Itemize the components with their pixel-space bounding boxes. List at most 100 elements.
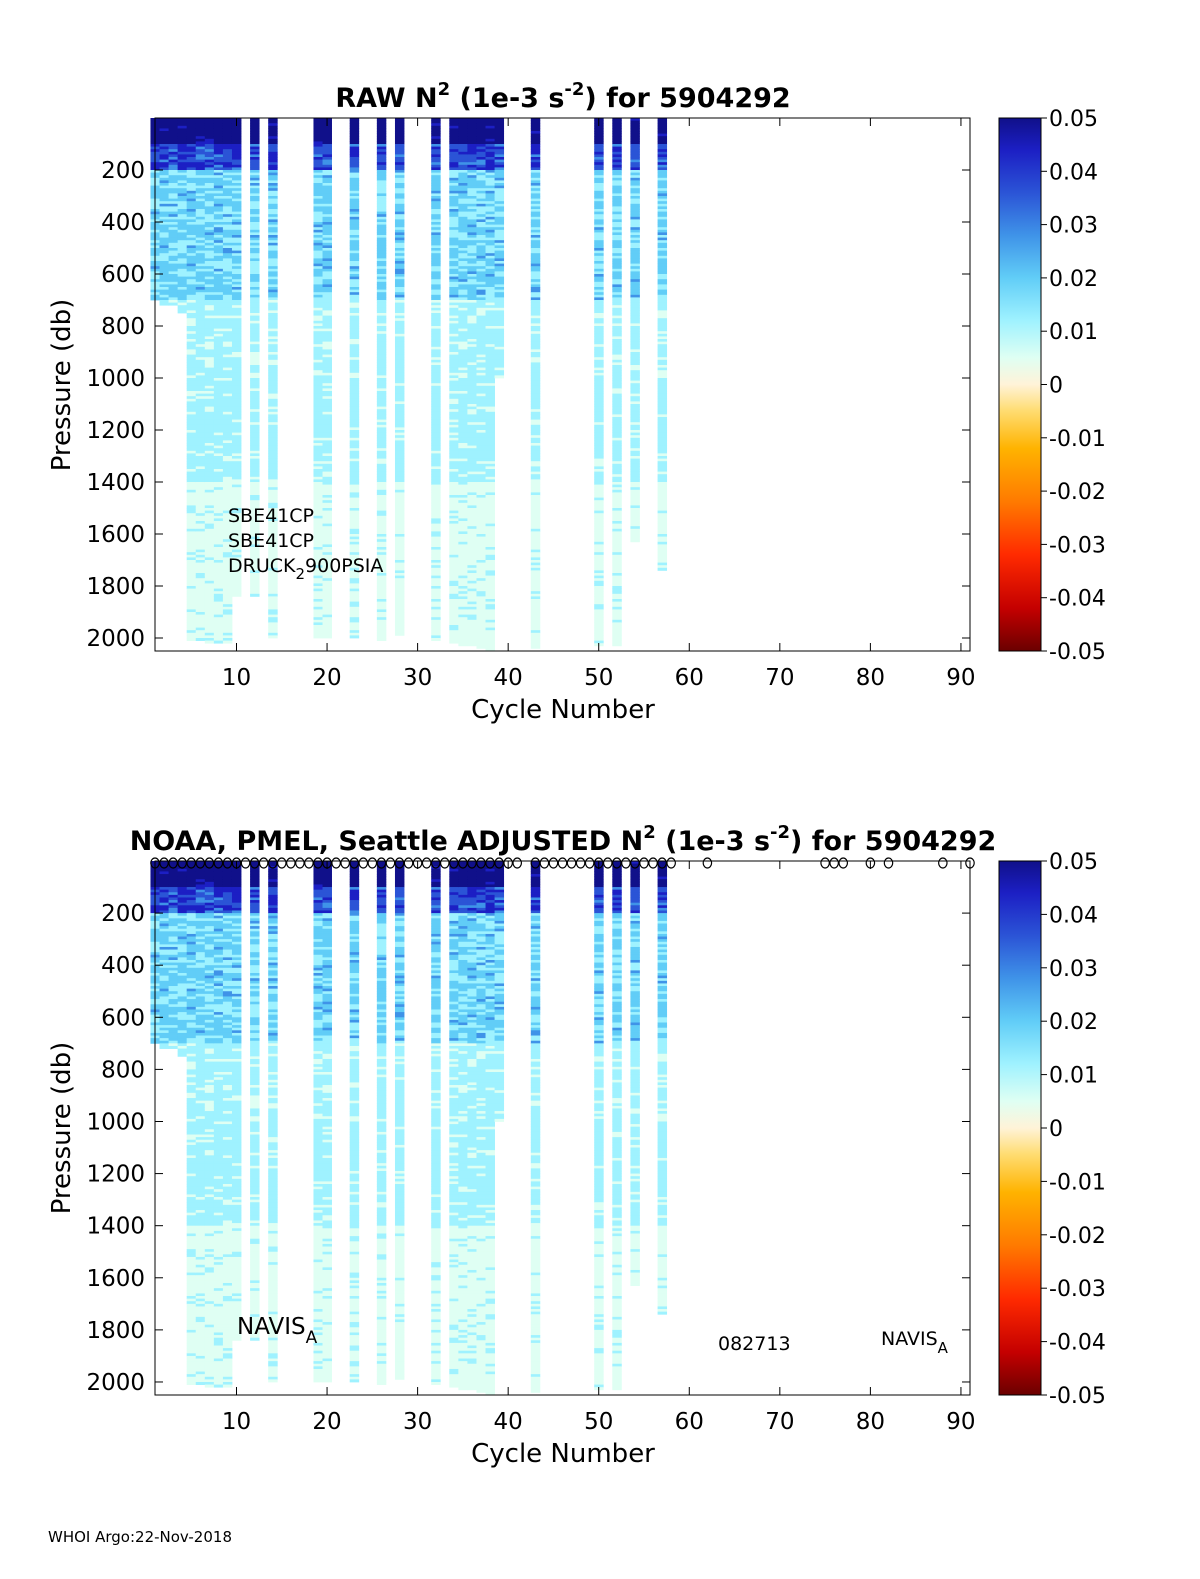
heat-cell (630, 180, 640, 184)
heat-cell (177, 258, 188, 262)
heat-cell (313, 401, 323, 405)
heat-cell (213, 640, 224, 644)
heat-cell (431, 606, 441, 610)
heat-cell (349, 635, 360, 639)
heat-cell (213, 570, 224, 574)
heat-cell (322, 505, 332, 509)
heat-cell (322, 531, 332, 535)
heat-cell (322, 539, 332, 543)
heat-cell (222, 375, 233, 379)
heat-cell (458, 245, 468, 249)
heat-cell (594, 144, 604, 147)
heat-cell (449, 333, 459, 337)
heat-cell (186, 627, 197, 631)
heat-cell (268, 375, 278, 379)
heat-cell (530, 279, 541, 283)
heat-cell (394, 565, 405, 569)
heat-cell (250, 185, 260, 189)
heat-cell (204, 354, 215, 358)
heat-cell (449, 227, 459, 231)
heat-cell (195, 414, 206, 418)
heat-cell (168, 281, 179, 285)
heat-cell (394, 612, 405, 615)
heat-cell (204, 250, 215, 254)
heat-cell (250, 209, 260, 212)
heat-cell (449, 492, 459, 496)
heat-cell (222, 443, 233, 446)
heat-cell (195, 541, 206, 545)
heat-cell (485, 216, 495, 220)
heat-cell (612, 536, 622, 540)
heat-cell (186, 469, 197, 472)
heat-cell (268, 505, 278, 509)
heat-cell (467, 492, 477, 496)
heat-cell (268, 214, 278, 218)
heat-cell (222, 596, 233, 600)
heat-cell (168, 138, 179, 142)
heat-cell (431, 159, 441, 163)
heat-cell (530, 419, 541, 423)
heat-cell (530, 593, 541, 597)
heat-cell (177, 144, 188, 147)
heat-cell (186, 281, 197, 285)
heat-cell (322, 489, 332, 493)
heat-cell (213, 261, 224, 264)
heat-cell (594, 242, 604, 246)
heat-cell (313, 352, 323, 355)
heat-cell (322, 456, 332, 459)
heat-cell (222, 224, 233, 228)
heat-cell (594, 263, 604, 267)
heat-cell (322, 344, 332, 348)
heat-cell (630, 404, 640, 407)
heat-cell (594, 352, 604, 355)
heat-cell (231, 164, 242, 168)
heat-cell (349, 339, 360, 342)
heat-cell (322, 632, 332, 636)
heat-cell (186, 326, 197, 329)
heat-cell (313, 336, 323, 340)
heat-cell (349, 448, 360, 452)
heat-cell (594, 422, 604, 426)
heat-cell (231, 523, 242, 527)
heat-cell (250, 484, 260, 488)
heat-cell (476, 474, 486, 478)
heat-cell (612, 323, 622, 327)
heat-cell (250, 250, 260, 254)
heat-cell (449, 578, 459, 582)
heat-cell (458, 526, 468, 530)
heat-cell (186, 198, 197, 202)
heat-cell (449, 411, 459, 415)
profile-column (313, 118, 323, 639)
heat-cell (268, 573, 278, 576)
heat-cell (431, 430, 441, 433)
heat-cell (494, 328, 505, 332)
heat-cell (250, 136, 260, 140)
heat-cell (594, 346, 604, 350)
heat-cell (431, 120, 441, 124)
heat-cell (195, 409, 206, 413)
heat-cell (313, 393, 323, 397)
heat-cell (485, 461, 495, 465)
heat-cell (268, 144, 278, 147)
heat-cell (204, 180, 215, 184)
heat-cell (231, 209, 242, 212)
heat-cell (431, 214, 441, 218)
heat-cell (530, 362, 541, 366)
heat-cell (530, 448, 541, 452)
heat-cell (195, 227, 206, 231)
heat-cell (467, 263, 477, 267)
heat-cell (268, 409, 278, 413)
heat-cell (186, 521, 197, 524)
heat-cell (630, 430, 640, 433)
heat-cell (204, 612, 215, 615)
heat-cell (431, 313, 441, 316)
heat-cell (250, 547, 260, 550)
heat-cell (476, 388, 486, 392)
heat-cell (530, 151, 541, 155)
heat-cell (322, 560, 332, 563)
heat-cell (394, 567, 405, 571)
heat-cell (630, 378, 640, 381)
heat-cell (530, 453, 541, 457)
heat-cell (494, 339, 505, 342)
heat-cell (195, 593, 206, 597)
